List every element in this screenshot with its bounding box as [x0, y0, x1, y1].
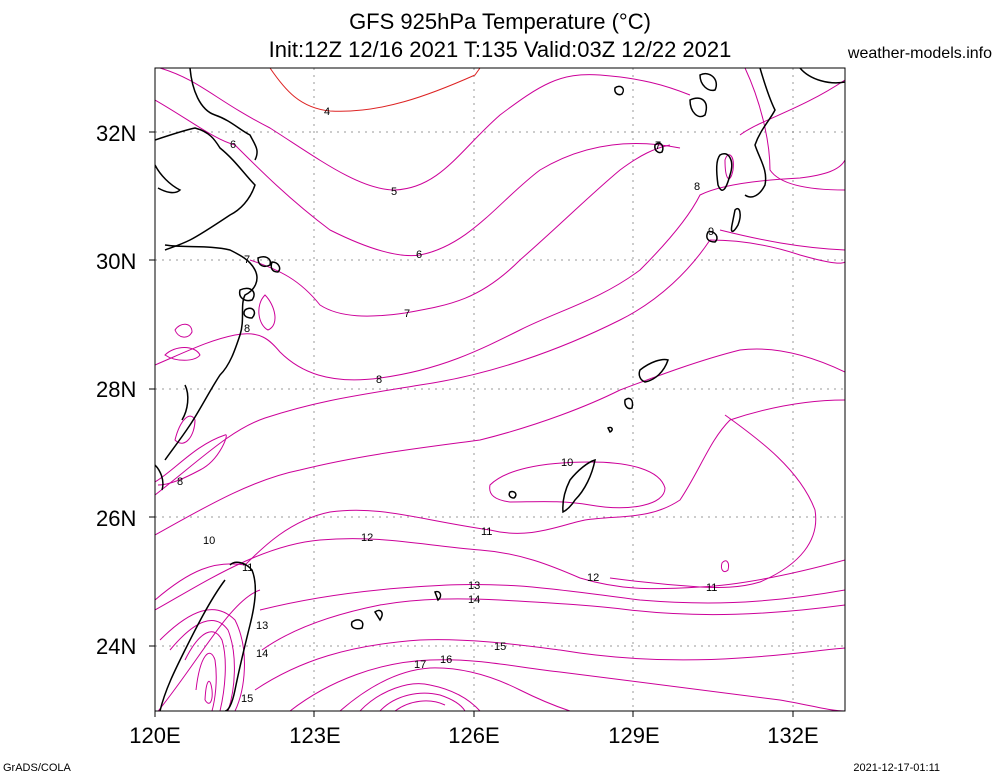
footer-timestamp: 2021-12-17-01:11	[853, 762, 940, 774]
isotherm-taiwan-cores	[159, 609, 481, 711]
isotherm-9	[155, 239, 845, 496]
isotherm-small-east	[721, 560, 729, 573]
contour-label: 6	[416, 249, 422, 261]
contour-label: 15	[241, 693, 253, 705]
isotherm-14	[261, 598, 845, 651]
isotherm-11	[155, 399, 845, 711]
lat-label-28n: 28N	[96, 377, 137, 402]
contour-label: 12	[587, 572, 599, 584]
lon-label-129e: 129E	[608, 723, 660, 748]
contour-label: 14	[256, 648, 268, 660]
isotherm-5	[159, 68, 691, 191]
lon-label-126e: 126E	[448, 723, 500, 748]
contour-label: 16	[440, 654, 452, 666]
contour-label: 12	[361, 532, 373, 544]
lon-label-120e: 120E	[129, 723, 181, 748]
isotherm-13	[259, 584, 845, 611]
isotherm-10	[155, 348, 845, 536]
isotherm-17	[339, 667, 571, 711]
contour-label: 8	[177, 476, 183, 488]
contour-label: 9	[708, 226, 714, 238]
contour-label: 7	[404, 308, 410, 320]
lat-label-26n: 26N	[96, 506, 137, 531]
isotherm-4	[269, 68, 481, 112]
graticule	[155, 68, 845, 711]
chart-subtitle: Init:12Z 12/16 2021 T:135 Valid:03Z 12/2…	[268, 37, 732, 62]
axis-ticks	[149, 131, 794, 717]
contour-label: 11	[242, 562, 253, 574]
contour-label: 11	[706, 582, 717, 594]
isotherm-11-east	[609, 414, 817, 588]
lat-label-24n: 24N	[96, 634, 137, 659]
contour-label: 10	[561, 457, 573, 469]
isotherm-7	[249, 79, 845, 317]
contour-label: 8	[694, 181, 700, 193]
contour-label: 5	[391, 186, 397, 198]
contour-label: 6	[230, 139, 236, 151]
site-label: weather-models.info	[847, 45, 992, 62]
footer-grads: GrADS/COLA	[3, 762, 71, 774]
lon-label-123e: 123E	[289, 723, 341, 748]
contour-label: 8	[376, 374, 382, 386]
contour-label: 15	[494, 641, 506, 653]
contour-label: 10	[203, 535, 215, 547]
isotherm-8	[155, 159, 845, 381]
contour-label: 4	[324, 106, 330, 118]
contour-label: 11	[481, 526, 492, 538]
lat-label-30n: 30N	[96, 249, 137, 274]
contour-labels: 4 5 6 6 7 7 7 8 8 8 8 9 10 10 11 11 11 1…	[177, 106, 717, 705]
lat-label-32n: 32N	[96, 121, 137, 146]
contour-label: 13	[256, 620, 268, 632]
isotherm-15	[254, 639, 845, 691]
chart-title: GFS 925hPa Temperature (°C)	[349, 9, 651, 34]
contour-label: 13	[468, 580, 480, 592]
isotherm-west-loops	[164, 294, 276, 444]
isotherm-6	[155, 99, 681, 257]
contour-label: 7	[655, 140, 661, 152]
contour-label: 14	[468, 594, 480, 606]
isotherm-16	[289, 659, 845, 711]
coastlines	[155, 68, 845, 711]
contour-label: 7	[244, 254, 250, 266]
isotherm-12	[155, 538, 845, 611]
lon-label-132e: 132E	[767, 723, 819, 748]
contour-label: 8	[244, 323, 250, 335]
isotherm-10-loop	[489, 461, 666, 509]
contour-label: 17	[414, 659, 426, 671]
isotherm-8-west	[155, 434, 227, 486]
